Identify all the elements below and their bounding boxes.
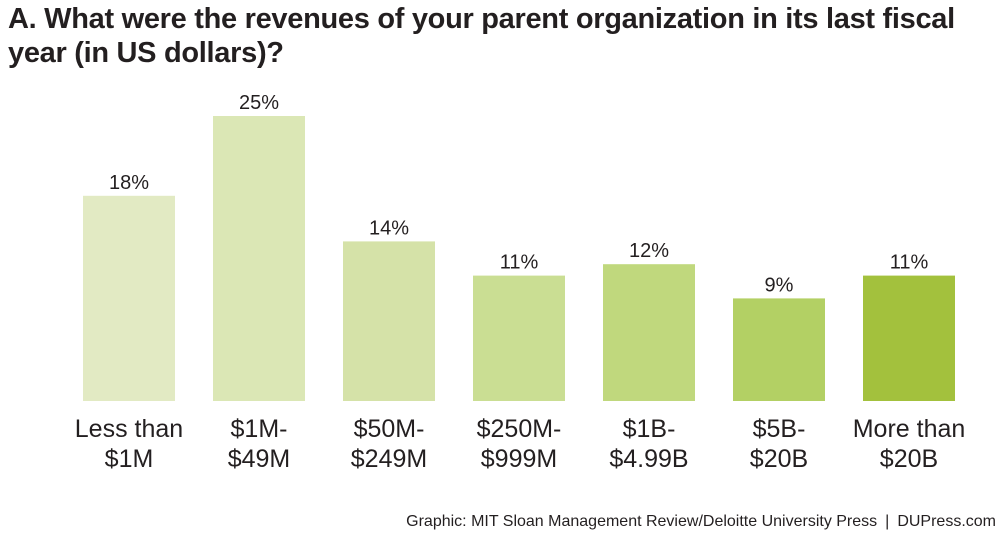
- category-label-3: $50M-$249M: [351, 415, 427, 473]
- credit-site: DUPress.com: [897, 513, 996, 530]
- bar-7: [863, 275, 955, 401]
- bar-value-label-7: 11%: [890, 252, 929, 274]
- bar-value-label-3: 14%: [369, 217, 409, 239]
- bar-value-label-4: 11%: [500, 252, 539, 274]
- graphic-credit: Graphic: MIT Sloan Management Review/Del…: [406, 512, 996, 532]
- bar-value-label-1: 18%: [109, 172, 149, 194]
- bar-1: [83, 195, 175, 401]
- bar-value-label-2: 25%: [239, 92, 279, 114]
- category-label-1: Less than $1M: [75, 415, 183, 473]
- bar-3: [343, 241, 435, 401]
- category-label-7: More than $20B: [853, 415, 966, 473]
- bar-value-label-5: 12%: [629, 240, 669, 262]
- bar-chart: 18% Less than $1M 25% $1M-$49M 14% $50M-$249M 1…: [74, 92, 966, 473]
- bar-value-label-6: 9%: [765, 274, 794, 296]
- chart-title: A. What were the revenues of your parent…: [8, 3, 955, 69]
- bar-5: [603, 264, 695, 401]
- credit-separator: |: [885, 513, 890, 530]
- bar-2: [213, 116, 305, 401]
- credit-source: Graphic: MIT Sloan Management Review/Del…: [406, 513, 878, 530]
- category-label-6: $5B-$20B: [750, 415, 808, 473]
- category-label-5: $1B-$4.99B: [609, 415, 688, 473]
- bar-6: [733, 298, 825, 401]
- category-label-4: $250M-$999M: [477, 415, 562, 473]
- category-label-2: $1M-$49M: [228, 415, 291, 473]
- bar-4: [473, 275, 565, 401]
